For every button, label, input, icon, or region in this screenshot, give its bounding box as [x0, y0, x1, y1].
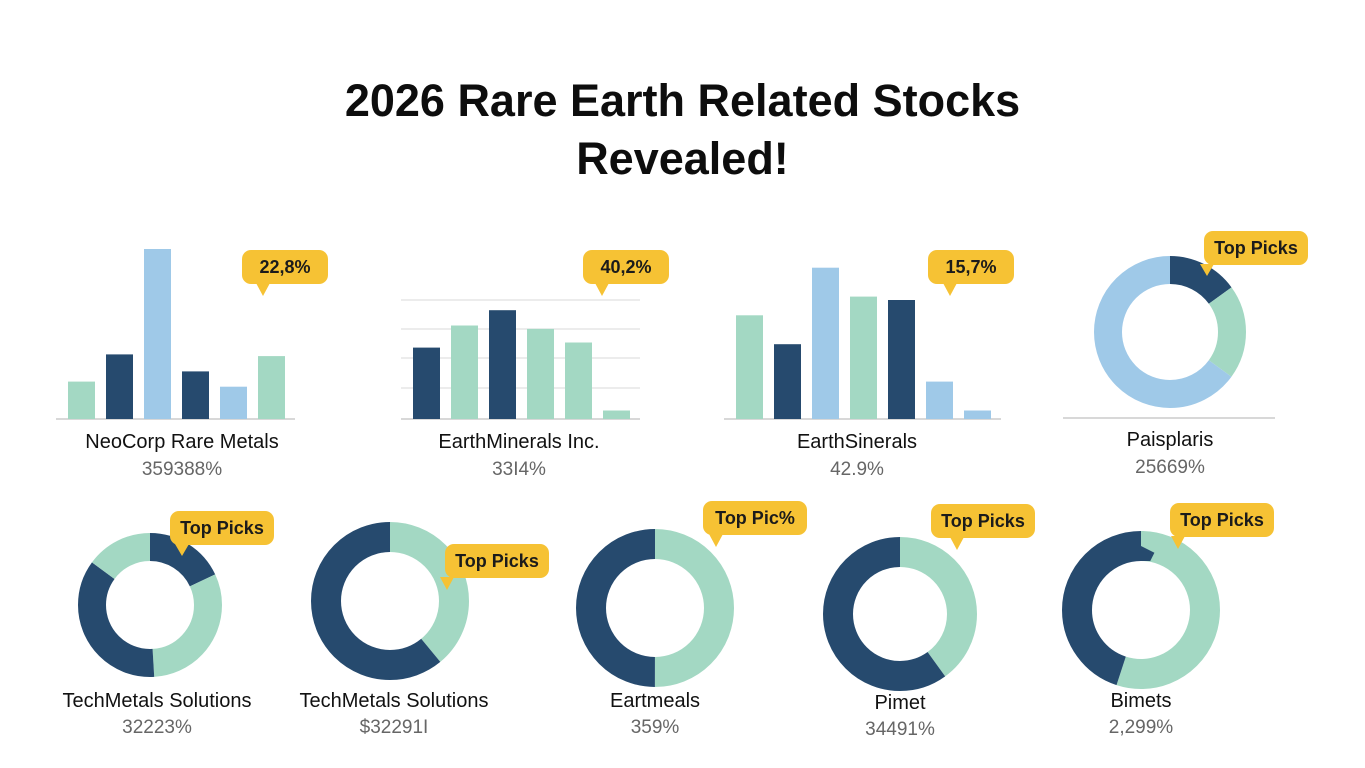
bar — [527, 328, 554, 419]
company-value: 359388% — [142, 459, 222, 480]
badge-label: Top Pic% — [715, 508, 795, 528]
top-picks-badge: Top Picks — [931, 504, 1035, 550]
donut — [78, 533, 222, 677]
top-picks-badge: Top Picks — [440, 544, 549, 590]
badge-bubble — [445, 544, 549, 578]
bar — [451, 325, 478, 419]
company-name: Eartmeals — [610, 690, 700, 712]
donut-slice — [311, 522, 469, 680]
company-value: 25669% — [1135, 457, 1205, 478]
company-name: EarthSinerals — [797, 431, 917, 453]
badge-tail — [256, 283, 270, 296]
badge-label: Top Picks — [941, 511, 1025, 531]
company-value: 32223% — [122, 717, 192, 738]
donut-slice — [1094, 256, 1246, 408]
badge-label: Top Picks — [1214, 238, 1298, 258]
donut — [1062, 531, 1220, 689]
donut — [1094, 256, 1246, 408]
page-title: 2026 Rare Earth Related Stocks Revealed! — [0, 72, 1365, 188]
bar — [182, 371, 209, 419]
bar — [258, 356, 285, 419]
company-value: 42.9% — [830, 459, 884, 480]
badge-tail — [175, 544, 189, 556]
badge-label: Top Picks — [455, 551, 539, 571]
badge-label: Top Picks — [1180, 510, 1264, 530]
company-value: 33I4% — [492, 459, 546, 480]
badge-bubble — [1170, 503, 1274, 537]
badge-bubble — [583, 250, 669, 284]
badge-tail — [440, 577, 454, 590]
top-picks-badge: Top Picks — [1170, 503, 1274, 549]
bar — [964, 410, 991, 419]
bar — [774, 344, 801, 419]
top-picks-badge: Top Picks — [170, 511, 274, 556]
badge-bubble — [170, 511, 274, 545]
company-name: Paisplaris — [1127, 429, 1214, 451]
company-name: TechMetals Solutions — [63, 690, 252, 712]
company-name: EarthMinerals Inc. — [438, 431, 599, 453]
page-title-line-1: 2026 Rare Earth Related Stocks — [344, 75, 1021, 126]
donut-slice — [576, 529, 734, 687]
bar — [812, 267, 839, 419]
badge-tail — [595, 283, 609, 296]
bar — [220, 386, 247, 419]
bar — [603, 410, 630, 419]
badge-tail — [943, 283, 957, 296]
bar — [106, 354, 133, 419]
bar — [144, 249, 171, 419]
badge-bubble — [928, 250, 1014, 284]
company-name: Pimet — [874, 692, 926, 714]
donut-slice — [823, 537, 977, 691]
badge-tail — [1200, 264, 1214, 276]
bar — [736, 315, 763, 419]
badge-tail — [709, 534, 723, 547]
donut-slice — [78, 533, 222, 677]
donut-slice — [78, 533, 222, 677]
badge-bubble — [931, 504, 1035, 538]
badge-label: Top Picks — [180, 518, 264, 538]
bar — [68, 381, 95, 419]
top-picks-badge: 22,8% — [242, 250, 328, 296]
bar — [565, 342, 592, 419]
badge-bubble — [703, 501, 807, 535]
badge-tail — [1171, 536, 1185, 549]
bar — [926, 381, 953, 419]
badge-label: 22,8% — [259, 257, 310, 277]
donut — [576, 529, 734, 687]
donut — [311, 522, 469, 680]
company-value: 34491% — [865, 719, 935, 740]
badge-bubble — [242, 250, 328, 284]
top-picks-badge: Top Picks — [1200, 231, 1308, 276]
donut-slice — [78, 533, 222, 677]
company-name: NeoCorp Rare Metals — [85, 431, 278, 453]
company-name: Bimets — [1110, 690, 1171, 712]
bar — [850, 296, 877, 419]
donut-slice — [1062, 531, 1220, 689]
company-value: $32291I — [360, 717, 429, 738]
top-picks-badge: 40,2% — [583, 250, 669, 296]
donut — [823, 537, 977, 691]
bar — [413, 347, 440, 419]
bar — [888, 300, 915, 419]
donut-slice — [1094, 256, 1246, 408]
bar — [489, 310, 516, 419]
page-title-line-2: Revealed! — [576, 133, 789, 184]
company-value: 2,299% — [1109, 717, 1174, 738]
badge-bubble — [1204, 231, 1308, 265]
top-picks-badge: 15,7% — [928, 250, 1014, 296]
badge-label: 40,2% — [600, 257, 651, 277]
top-picks-badge: Top Pic% — [703, 501, 807, 547]
company-value: 359% — [631, 717, 680, 738]
badge-tail — [950, 537, 964, 550]
badge-label: 15,7% — [945, 257, 996, 277]
company-name: TechMetals Solutions — [300, 690, 489, 712]
